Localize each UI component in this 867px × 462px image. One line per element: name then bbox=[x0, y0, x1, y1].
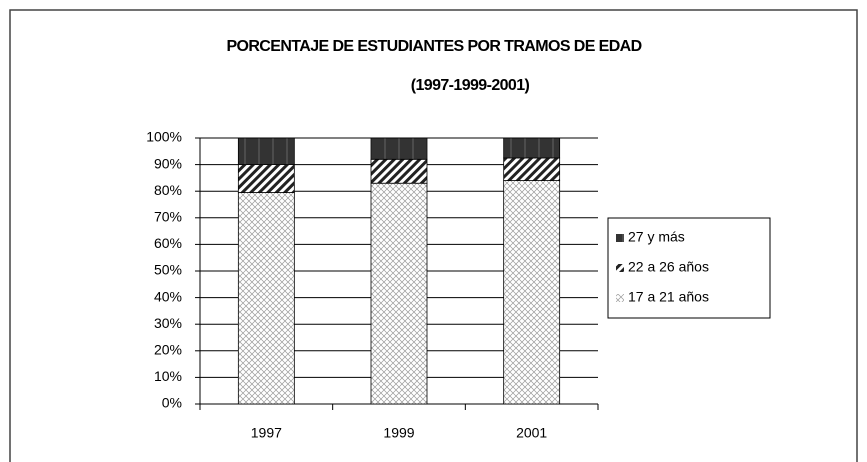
y-tick-label: 60% bbox=[154, 235, 182, 251]
x-tick-label: 1997 bbox=[251, 425, 282, 441]
y-tick-label: 20% bbox=[154, 342, 182, 358]
frame bbox=[9, 9, 858, 462]
y-tick-label: 0% bbox=[162, 395, 182, 411]
legend-swatch bbox=[616, 294, 624, 302]
y-tick-label: 90% bbox=[154, 155, 182, 171]
x-tick-label: 2001 bbox=[516, 425, 547, 441]
x-tick-label: 1999 bbox=[383, 425, 414, 441]
bar-segment bbox=[370, 158, 428, 184]
legend-box bbox=[607, 217, 771, 319]
bar-segment bbox=[237, 164, 295, 193]
legend-swatch bbox=[616, 264, 624, 272]
bar-segment bbox=[503, 180, 561, 405]
bar-segment bbox=[503, 137, 561, 159]
bar-segment bbox=[370, 137, 428, 160]
y-tick-label: 100% bbox=[146, 129, 182, 145]
y-tick-label: 70% bbox=[154, 209, 182, 225]
legend-label: 27 y más bbox=[628, 229, 685, 245]
legend-label: 17 a 21 años bbox=[628, 289, 709, 305]
chart-title: PORCENTAJE DE ESTUDIANTES POR TRAMOS DE … bbox=[226, 38, 641, 55]
y-tick-label: 30% bbox=[154, 315, 182, 331]
legend-label: 22 a 26 años bbox=[628, 259, 709, 275]
y-tick-label: 10% bbox=[154, 368, 182, 384]
bar-segment bbox=[370, 182, 428, 405]
chart-subtitle: (1997-1999-2001) bbox=[411, 77, 530, 94]
y-tick-label: 50% bbox=[154, 262, 182, 278]
bar-segment bbox=[503, 157, 561, 181]
y-tick-label: 40% bbox=[154, 288, 182, 304]
legend-swatch bbox=[616, 234, 624, 242]
bar-segment bbox=[237, 192, 295, 405]
y-tick-label: 80% bbox=[154, 182, 182, 198]
bar-segment bbox=[237, 137, 295, 166]
